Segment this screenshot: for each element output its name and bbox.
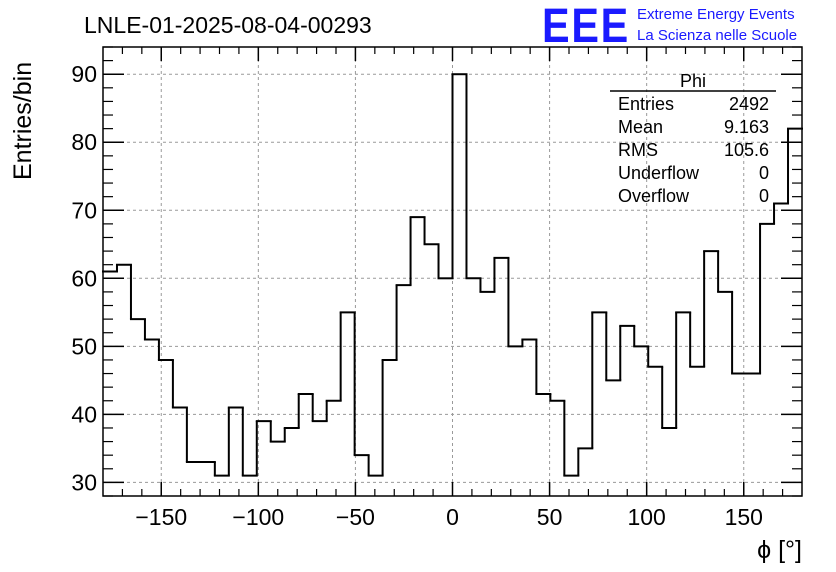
stats-row-label: Overflow — [618, 186, 690, 206]
eee-logo-mark: EEE — [542, 0, 630, 53]
stats-row-value: 0 — [759, 186, 769, 206]
chart-title: LNLE-01-2025-08-04-00293 — [84, 12, 372, 38]
x-tick-label: −50 — [336, 504, 375, 530]
x-tick-label: 100 — [627, 504, 665, 530]
stats-row-value: 2492 — [729, 94, 769, 114]
stats-row-label: RMS — [618, 140, 658, 160]
x-tick-label: 150 — [725, 504, 763, 530]
logo-line-2: La Scienza nelle Scuole — [637, 27, 797, 44]
stats-row-label: Underflow — [618, 163, 700, 183]
x-tick-label: −100 — [232, 504, 284, 530]
histogram-series — [102, 73, 803, 477]
stats-box-title: Phi — [680, 71, 706, 91]
axis-ticks: −150 −100 −50 0 50 100 150 30 40 50 60 70 80 90 — [71, 46, 802, 530]
y-tick-label: 70 — [71, 197, 97, 223]
stats-row-label: Entries — [618, 94, 674, 114]
stats-row-value: 9.163 — [724, 117, 769, 137]
x-tick-label: 0 — [446, 504, 459, 530]
y-tick-label: 90 — [71, 61, 97, 87]
stats-box: Phi Entries 2492 Mean 9.163 RMS 105.6 Underflo… — [610, 71, 776, 206]
y-tick-label: 50 — [71, 333, 97, 359]
y-tick-label: 60 — [71, 265, 97, 291]
y-tick-label: 30 — [71, 469, 97, 495]
stats-row-value: 0 — [759, 163, 769, 183]
y-tick-label: 40 — [71, 401, 97, 427]
stats-row-label: Mean — [618, 117, 663, 137]
x-tick-label: −150 — [135, 504, 187, 530]
y-tick-label: 80 — [71, 129, 97, 155]
y-axis-label: Entries/bin — [9, 62, 37, 180]
x-axis-label: ϕ [°] — [757, 536, 802, 564]
stats-row-value: 105.6 — [724, 140, 769, 160]
x-tick-label: 50 — [537, 504, 563, 530]
logo-line-1: Extreme Energy Events — [637, 6, 795, 23]
